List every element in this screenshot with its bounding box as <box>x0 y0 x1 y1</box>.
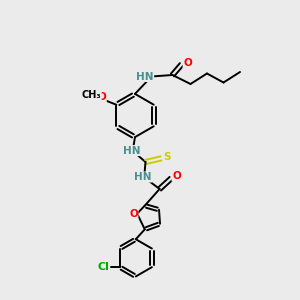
Text: CH₃: CH₃ <box>82 90 101 100</box>
Text: HN: HN <box>123 146 141 156</box>
Text: HN: HN <box>136 71 154 82</box>
Text: O: O <box>172 171 181 181</box>
Text: O: O <box>98 92 106 102</box>
Text: S: S <box>164 152 171 162</box>
Text: Cl: Cl <box>98 262 110 272</box>
Text: O: O <box>129 208 138 219</box>
Text: HN: HN <box>134 172 152 182</box>
Text: O: O <box>183 58 192 68</box>
